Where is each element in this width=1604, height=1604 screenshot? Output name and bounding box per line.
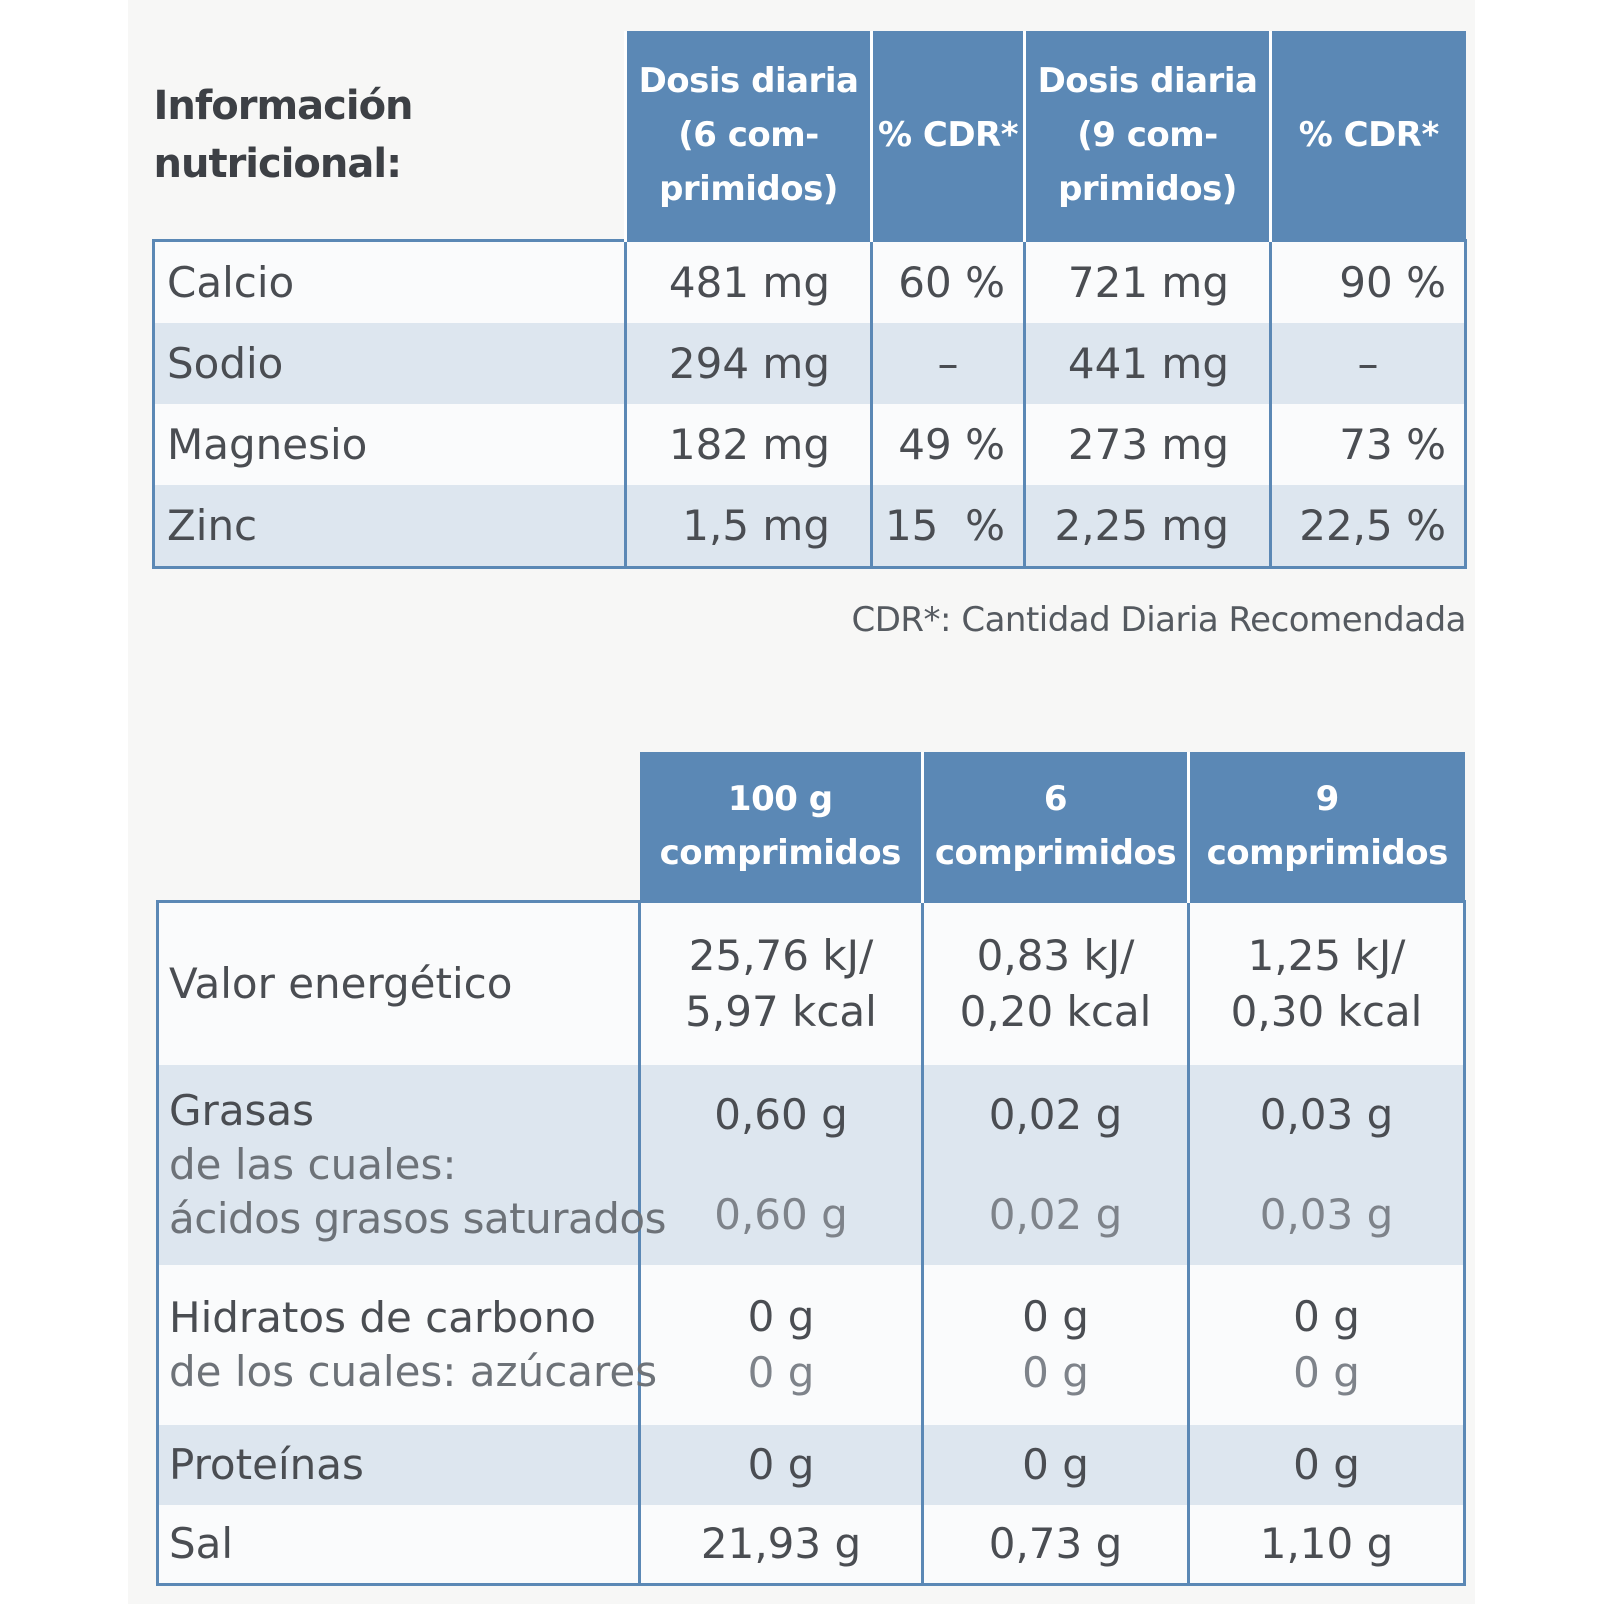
value-9: 0 g <box>1187 1424 1465 1505</box>
value-line: 0 g <box>747 1347 815 1397</box>
table-row: Proteínas 0 g 0 g 0 g <box>157 1424 1465 1505</box>
header-line: 6 <box>1043 779 1068 819</box>
value-6: 0 g <box>921 1424 1189 1505</box>
value-100g: 0 g 0 g <box>638 1264 923 1425</box>
header-line: comprimidos <box>934 833 1177 873</box>
value-9: 1,25 kJ/ 0,30 kcal <box>1187 901 1465 1065</box>
table-title-text: Información nutricional: <box>153 83 414 187</box>
nutrient-sublabel: de las cuales: <box>169 1139 457 1189</box>
value-line: 5,97 kcal <box>685 986 877 1036</box>
cdr-9: 73 % <box>1269 404 1466 485</box>
header-line: primidos) <box>659 169 838 209</box>
dose-6: 182 mg <box>624 404 872 485</box>
col-header-dose-9: Dosis diaria (9 com- primidos) <box>1023 31 1271 241</box>
cdr-6: 49 % <box>870 404 1025 485</box>
nutrient-name: Grasas de las cuales: ácidos grasos satu… <box>157 1064 667 1265</box>
value-line: 0,03 g <box>1259 1089 1394 1139</box>
value-100g: 25,76 kJ/ 5,97 kcal <box>638 901 923 1065</box>
table-row: Calcio 481 mg 60 % 721 mg 90 % <box>153 240 1466 323</box>
nutrient-label: Grasas <box>169 1085 315 1135</box>
value-line: 25,76 kJ/ <box>688 930 874 980</box>
cdr-6: 60 % <box>870 240 1025 323</box>
value-100g: 0 g <box>638 1424 923 1505</box>
header-line: Dosis diaria <box>1037 61 1258 101</box>
value-9: 0 g 0 g <box>1187 1264 1465 1425</box>
value-line: 0,02 g <box>988 1089 1123 1139</box>
header-line: Dosis diaria <box>638 61 859 101</box>
dose-6: 481 mg <box>624 240 872 323</box>
table-row: Magnesio 182 mg 49 % 273 mg 73 % <box>153 404 1466 485</box>
value-6: 0,83 kJ/ 0,20 kcal <box>921 901 1189 1065</box>
table-row: Sal 21,93 g 0,73 g 1,10 g <box>157 1504 1465 1585</box>
dose-6: 294 mg <box>624 323 872 404</box>
value-line: 0 g <box>1293 1291 1360 1341</box>
value-9: 1,10 g <box>1187 1504 1465 1585</box>
value-6: 0 g 0 g <box>921 1264 1189 1425</box>
nutrient-name: Valor energético <box>157 901 640 1065</box>
value-9: 0,03 g 0,03 g <box>1187 1064 1465 1265</box>
mineral-table: Información nutricional: Dosis diaria (6… <box>152 31 1467 569</box>
col-header-100g: 100 g comprimidos <box>639 752 923 902</box>
nutrient-name: Sodio <box>153 323 626 404</box>
dose-9: 441 mg <box>1023 323 1271 404</box>
value-6: 0,02 g 0,02 g <box>921 1064 1189 1265</box>
dose-9: 721 mg <box>1023 240 1271 323</box>
table-row: Hidratos de carbono de los cuales: azúca… <box>157 1264 1465 1425</box>
value-line: 0 g <box>747 1291 815 1341</box>
nutrient-sublabel: ácidos grasos saturados <box>169 1193 667 1243</box>
nutrient-name: Proteínas <box>157 1424 640 1505</box>
value-line: 0 g <box>1022 1347 1089 1397</box>
col-header-9: 9 comprimidos <box>1187 752 1465 902</box>
value-line: 0,20 kcal <box>959 986 1152 1036</box>
table-row: Sodio 294 mg – 441 mg – <box>153 323 1466 404</box>
nutrient-name: Hidratos de carbono de los cuales: azúca… <box>157 1264 658 1425</box>
value-line: 0,60 g <box>714 1189 848 1239</box>
header-line: comprimidos <box>1206 833 1449 873</box>
col-header-6: 6 comprimidos <box>921 752 1189 902</box>
nutrient-name: Magnesio <box>153 404 626 485</box>
value-line: 0,03 g <box>1259 1189 1394 1239</box>
value-100g: 21,93 g <box>638 1504 923 1585</box>
col-header-dose-6: Dosis diaria (6 com- primidos) <box>624 31 872 241</box>
value-line: 0 g <box>1293 1347 1360 1397</box>
value-line: 0,02 g <box>988 1189 1123 1239</box>
col-header-cdr-6: % CDR* <box>870 31 1025 241</box>
header-line: % CDR* <box>877 115 1019 155</box>
header-line: 100 g <box>727 779 833 819</box>
value-line: 0 g <box>1022 1291 1089 1341</box>
col-header-cdr-9: % CDR* <box>1269 31 1466 241</box>
header-line: (6 com- <box>678 115 819 155</box>
value-100g: 0,60 g 0,60 g <box>638 1064 923 1265</box>
cdr-6: 15 % <box>870 485 1025 568</box>
value-line: 0,30 kcal <box>1230 986 1423 1036</box>
header-blank <box>158 752 640 902</box>
cdr-9: 22,5 % <box>1269 485 1466 568</box>
value-6: 0,73 g <box>921 1504 1189 1585</box>
table-row: Zinc 1,5 mg 15 % 2,25 mg 22,5 % <box>153 485 1466 568</box>
nutrient-name: Zinc <box>153 485 626 568</box>
nutrient-sublabel: de los cuales: azúcares <box>169 1346 658 1396</box>
header-line: primidos) <box>1058 169 1237 209</box>
value-line: 0,83 kJ/ <box>976 930 1135 980</box>
nutrient-name: Calcio <box>153 240 626 323</box>
footnote: CDR*: Cantidad Diaria Recomendada <box>851 600 1467 640</box>
cdr-9: – <box>1269 323 1466 404</box>
cdr-6: – <box>870 323 1025 404</box>
value-line: 0,60 g <box>714 1089 848 1139</box>
header-line: 9 <box>1315 779 1340 819</box>
header-line: comprimidos <box>659 833 902 873</box>
table-row: Grasas de las cuales: ácidos grasos satu… <box>157 1064 1465 1265</box>
value-line: 1,25 kJ/ <box>1247 930 1406 980</box>
table-row: Valor energético 25,76 kJ/ 5,97 kcal 0,8… <box>157 901 1465 1065</box>
nutrient-label: Hidratos de carbono <box>169 1292 596 1342</box>
nutrition-table: 100 g comprimidos 6 comprimidos 9 compri… <box>156 752 1466 1586</box>
nutrient-name: Sal <box>157 1504 640 1585</box>
dose-6: 1,5 mg <box>624 485 872 568</box>
table-title: Información nutricional: <box>154 31 626 241</box>
header-line: % CDR* <box>1298 115 1440 155</box>
dose-9: 273 mg <box>1023 404 1271 485</box>
cdr-9: 90 % <box>1269 240 1466 323</box>
header-line: (9 com- <box>1077 115 1218 155</box>
dose-9: 2,25 mg <box>1023 485 1271 568</box>
